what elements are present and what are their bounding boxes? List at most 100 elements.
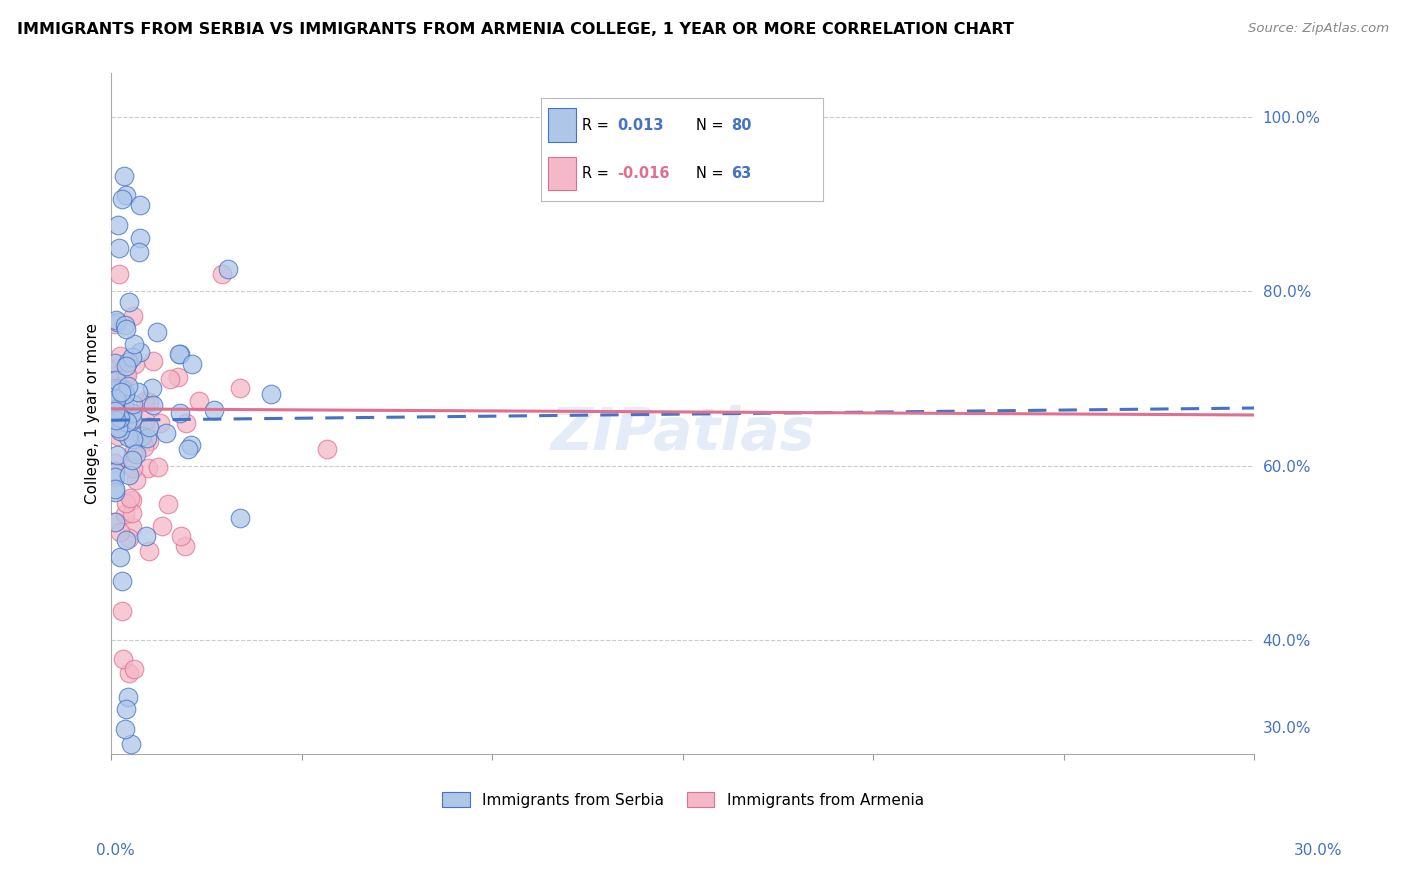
Point bbox=[174, 539, 197, 553]
Point bbox=[107, 421, 129, 435]
Point bbox=[107, 219, 129, 233]
Point bbox=[138, 395, 160, 409]
Point bbox=[155, 425, 177, 440]
Point bbox=[114, 722, 136, 736]
Point bbox=[217, 262, 239, 277]
Point bbox=[104, 373, 127, 387]
Point bbox=[117, 411, 139, 425]
Point bbox=[121, 350, 143, 364]
Point bbox=[111, 193, 134, 207]
Point bbox=[107, 428, 129, 442]
Point bbox=[187, 394, 209, 409]
Point bbox=[108, 525, 131, 540]
Point bbox=[112, 651, 135, 665]
Point bbox=[150, 519, 173, 533]
Point bbox=[104, 356, 127, 370]
Text: ZIPatlas: ZIPatlas bbox=[551, 405, 815, 462]
Point bbox=[110, 380, 132, 394]
Point bbox=[115, 368, 138, 383]
Point bbox=[121, 432, 143, 446]
Point bbox=[122, 397, 145, 411]
Point bbox=[228, 510, 250, 524]
Point bbox=[110, 384, 132, 399]
Text: -0.016: -0.016 bbox=[617, 166, 669, 180]
Point bbox=[134, 412, 156, 426]
Text: R =: R = bbox=[582, 166, 613, 180]
Point bbox=[122, 337, 145, 351]
Point bbox=[118, 531, 141, 545]
Point bbox=[115, 415, 138, 429]
Point bbox=[107, 401, 129, 416]
Point bbox=[180, 438, 202, 452]
Point bbox=[117, 690, 139, 705]
Point bbox=[124, 662, 146, 676]
Point bbox=[131, 429, 153, 443]
Point bbox=[135, 431, 157, 445]
Text: R =: R = bbox=[582, 119, 613, 133]
Point bbox=[104, 464, 127, 478]
Point bbox=[121, 453, 143, 467]
Point bbox=[181, 357, 204, 371]
Point bbox=[121, 492, 143, 507]
Point bbox=[125, 447, 148, 461]
Point bbox=[104, 368, 127, 382]
Point bbox=[174, 416, 197, 430]
Point bbox=[104, 465, 127, 479]
Point bbox=[132, 440, 155, 454]
Point bbox=[121, 412, 143, 426]
Point bbox=[108, 550, 131, 565]
Point bbox=[118, 468, 141, 483]
Point bbox=[108, 349, 131, 363]
Point bbox=[128, 431, 150, 445]
Point bbox=[136, 461, 159, 475]
Point bbox=[115, 322, 138, 336]
Point bbox=[111, 382, 134, 396]
Point bbox=[108, 407, 131, 421]
Point bbox=[104, 456, 127, 470]
Point bbox=[105, 392, 128, 406]
Y-axis label: College, 1 year or more: College, 1 year or more bbox=[86, 323, 100, 504]
Point bbox=[111, 389, 134, 403]
Point bbox=[120, 491, 142, 505]
Point bbox=[177, 442, 200, 456]
Point bbox=[117, 355, 139, 369]
Point bbox=[115, 495, 138, 509]
Point bbox=[115, 533, 138, 548]
Point bbox=[111, 378, 134, 392]
Point bbox=[121, 519, 143, 533]
Point bbox=[121, 309, 143, 323]
Point bbox=[117, 666, 139, 681]
Point bbox=[128, 345, 150, 359]
Point bbox=[104, 318, 127, 332]
Point bbox=[111, 383, 134, 397]
Point bbox=[157, 497, 180, 511]
Point bbox=[128, 421, 150, 435]
Point bbox=[211, 267, 233, 281]
Point bbox=[104, 484, 127, 499]
Point bbox=[202, 403, 225, 417]
Point bbox=[142, 399, 165, 413]
Point bbox=[104, 516, 127, 530]
Point bbox=[105, 315, 128, 329]
Point bbox=[104, 386, 127, 401]
Point bbox=[121, 507, 143, 521]
Bar bbox=[548, 108, 576, 142]
Point bbox=[316, 442, 339, 457]
Point bbox=[169, 346, 191, 360]
Point bbox=[260, 387, 283, 401]
Point bbox=[115, 359, 138, 374]
Point bbox=[229, 381, 252, 395]
Point bbox=[104, 413, 127, 427]
Point bbox=[138, 434, 160, 449]
Point bbox=[114, 702, 136, 716]
Point bbox=[169, 347, 191, 361]
Point bbox=[104, 404, 127, 418]
Point bbox=[138, 544, 160, 558]
Point bbox=[142, 354, 165, 368]
Point bbox=[115, 367, 138, 381]
Point bbox=[108, 424, 131, 438]
Point bbox=[114, 318, 136, 332]
Point bbox=[120, 737, 142, 751]
Point bbox=[134, 394, 156, 409]
Point bbox=[167, 370, 190, 384]
